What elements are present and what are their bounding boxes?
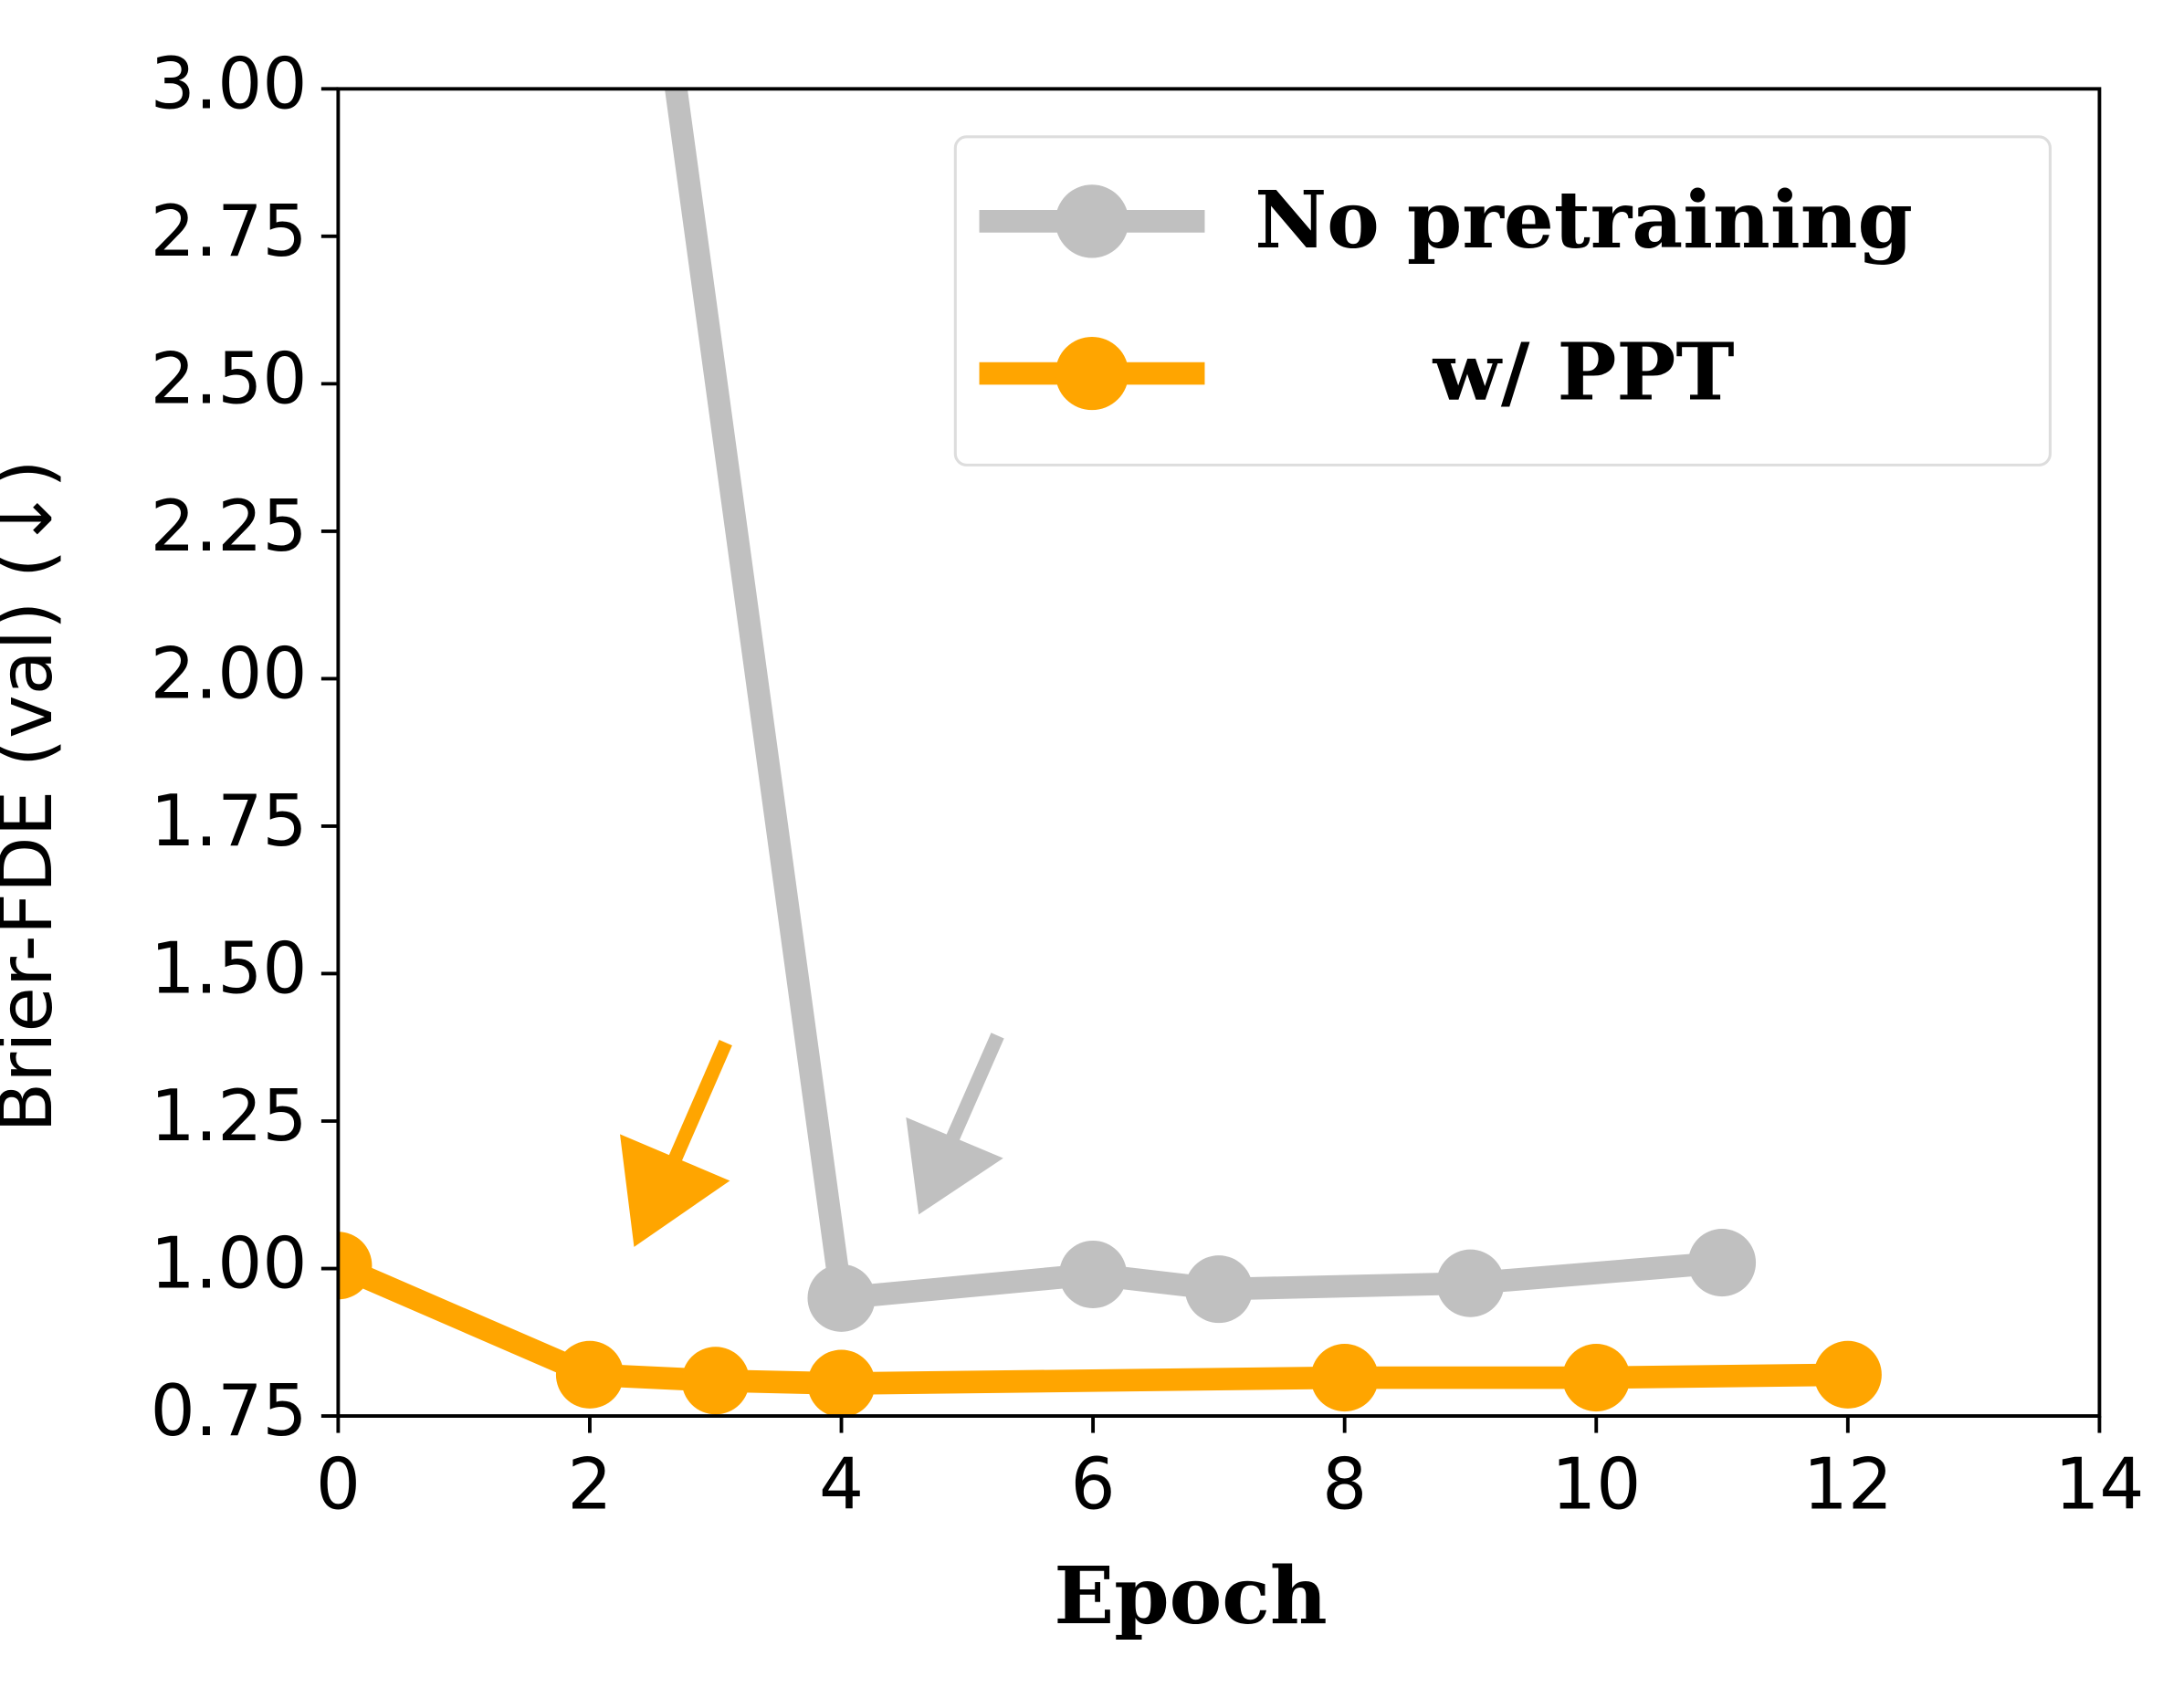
y-tick-label: 2.75 [151,191,308,273]
data-point [1688,1229,1757,1297]
y-tick-label: 1.50 [151,928,308,1010]
x-tick-label: 0 [316,1443,361,1525]
plot-area [338,89,1882,1417]
y-tick-label: 2.00 [151,633,308,715]
annotation-arrow-orange [620,1040,732,1247]
legend-marker [1055,336,1129,411]
legend [953,135,2052,467]
x-tick-label: 10 [1551,1443,1641,1525]
data-point [1813,1340,1882,1409]
data-point [1310,1344,1379,1412]
data-point [1184,1255,1253,1324]
y-tick-label: 1.25 [151,1075,308,1158]
legend-marker [1055,184,1129,258]
x-tick-label: 12 [1803,1443,1893,1525]
data-point [338,1232,373,1300]
y-tick-label: 2.50 [151,338,308,420]
y-tick-label: 2.25 [151,486,308,568]
data-point [1562,1344,1631,1412]
annotation-arrow-gray [906,1033,1004,1215]
x-tick-label: 4 [819,1443,864,1525]
data-point [807,1263,876,1332]
axes-frame [336,87,2102,1418]
data-point [555,1340,624,1409]
series-line [664,89,1724,1310]
x-axis-label: Epoch [1054,1550,1327,1642]
y-axis-label: Brier-FDE (val) (↓) [0,459,68,1133]
y-tick-label: 1.00 [151,1223,308,1305]
data-point [1436,1249,1505,1317]
legend-label: No pretraining [1255,174,1913,267]
x-tick-label: 14 [2054,1443,2144,1525]
x-tick-label: 6 [1071,1443,1116,1525]
legend-label: w/ PPT [1432,327,1734,419]
y-tick-label: 0.75 [151,1370,308,1452]
data-point [1059,1240,1128,1309]
data-point [681,1347,750,1415]
x-tick-label: 8 [1322,1443,1367,1525]
data-point [807,1349,876,1417]
x-tick-label: 2 [567,1443,612,1525]
y-tick-label: 3.00 [151,43,308,125]
y-tick-label: 1.75 [151,781,308,863]
